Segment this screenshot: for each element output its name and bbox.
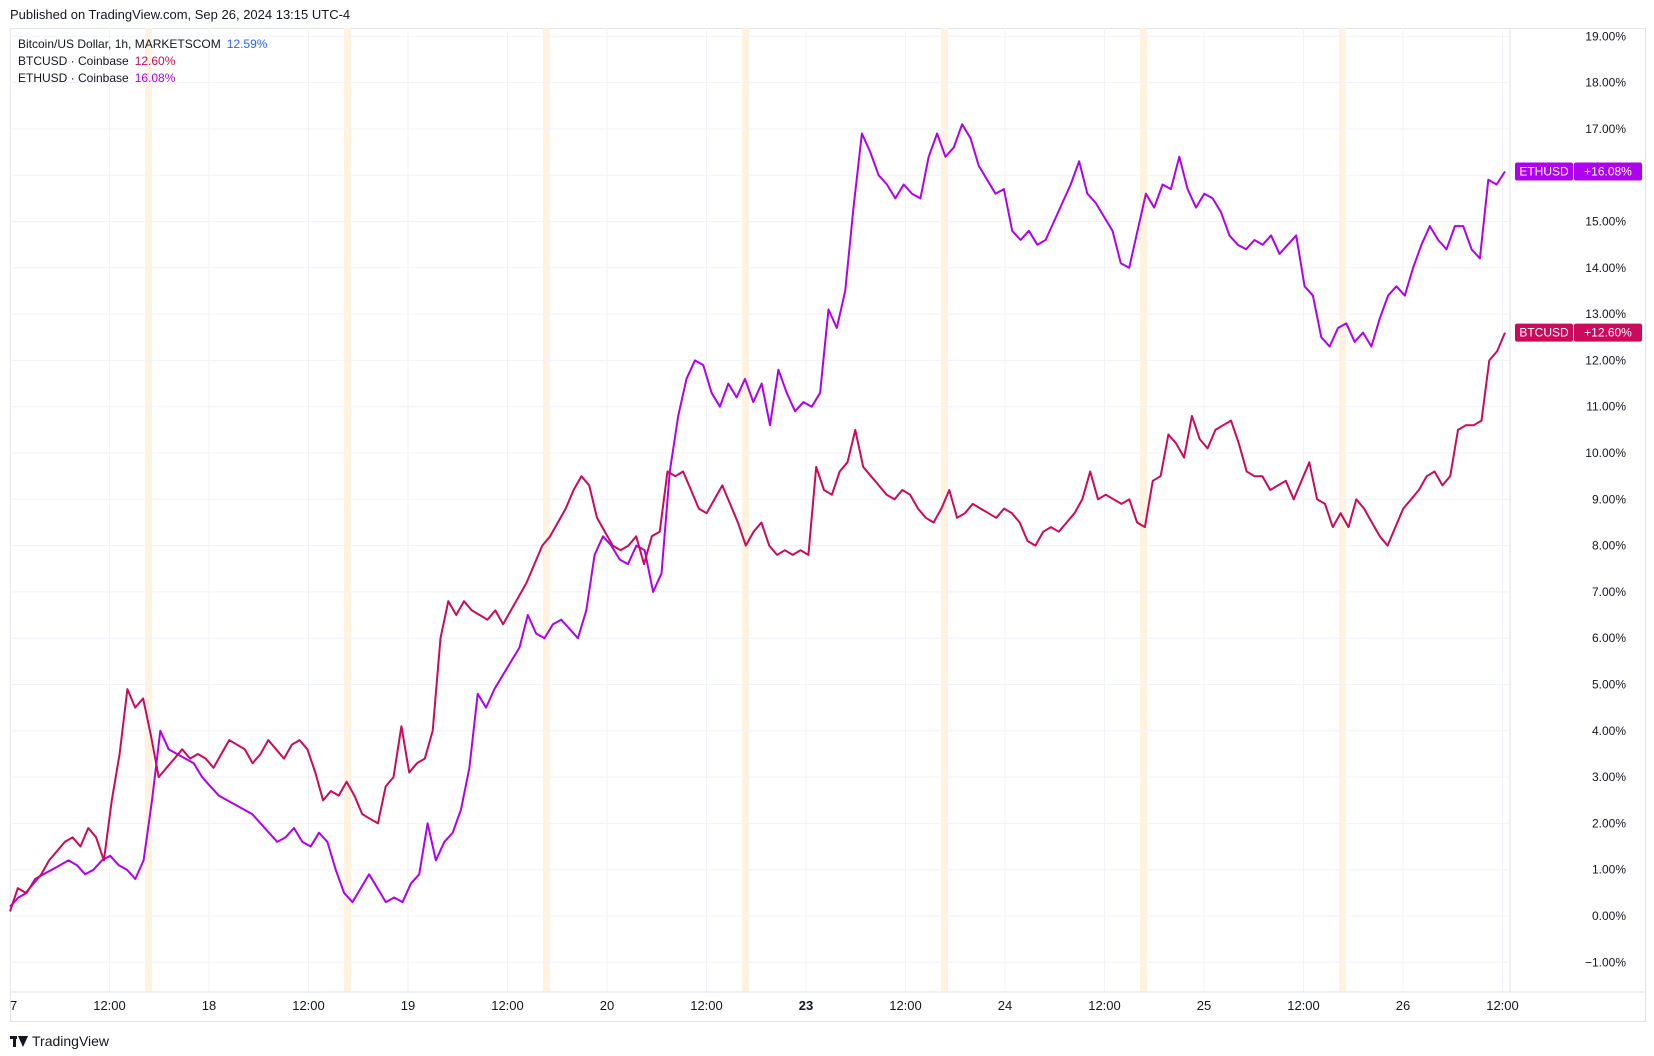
- y-tick-label: 12.00%: [1585, 353, 1626, 367]
- x-axis: 7 12:00 18 12:00 19 12:00 20 12:00 23 12:00 24 12:0…: [10, 991, 1646, 1013]
- y-tick-label: 15.00%: [1585, 215, 1626, 229]
- x-tick-label: 12:00: [889, 998, 922, 1013]
- y-tick-label: 1.00%: [1592, 863, 1626, 877]
- x-tick-label: 12:00: [292, 998, 325, 1013]
- y-tick-label: 7.00%: [1592, 585, 1626, 599]
- x-tick-label: 12:00: [690, 998, 723, 1013]
- y-tick-label: 17.00%: [1585, 122, 1626, 136]
- brand-name: TradingView: [32, 1033, 110, 1049]
- legend-value: 16.08%: [134, 71, 176, 85]
- badge-value-bg: [1574, 323, 1642, 342]
- x-tick-label: 18: [202, 998, 216, 1013]
- y-tick-label: 13.00%: [1585, 307, 1626, 321]
- x-tick-label: 12:00: [1486, 998, 1519, 1013]
- series-line-ethusd: [9, 123, 1506, 908]
- x-tick-label: 12:00: [491, 998, 524, 1013]
- x-tick-label: 24: [998, 998, 1012, 1013]
- legend-value: 12.60%: [134, 54, 176, 68]
- badge-name-bg: [1515, 162, 1573, 181]
- y-tick-label: 19.00%: [1585, 29, 1626, 43]
- x-tick-label: 12:00: [1088, 998, 1121, 1013]
- y-tick-label: 18.00%: [1585, 76, 1626, 90]
- y-tick-label: 8.00%: [1592, 539, 1626, 553]
- legend-name: Bitcoin/US Dollar, 1h, MARKETSCOM: [18, 37, 221, 51]
- series-badge-btcusd: BTCUSD +12.60%: [1515, 323, 1642, 342]
- grid-lines: [9, 28, 1510, 992]
- session-band: [543, 28, 550, 992]
- session-band: [344, 28, 351, 992]
- series-line-btcusd: [9, 332, 1506, 912]
- x-tick-label: 26: [1396, 998, 1410, 1013]
- y-tick-label: 11.00%: [1586, 400, 1626, 414]
- y-tick-label: 5.00%: [1592, 678, 1626, 692]
- session-band: [742, 28, 749, 992]
- legend-name: BTCUSD · Coinbase: [18, 54, 129, 68]
- x-tick-label: 25: [1197, 998, 1211, 1013]
- session-band: [1140, 28, 1147, 992]
- x-tick-label: 12:00: [1287, 998, 1320, 1013]
- session-band: [145, 28, 152, 992]
- series-badge-ethusd: ETHUSD +16.08%: [1515, 162, 1642, 181]
- legend: Bitcoin/US Dollar, 1h, MARKETSCOM 12.59% …: [18, 36, 267, 87]
- published-caption: Published on TradingView.com, Sep 26, 20…: [10, 7, 351, 22]
- badge-value: +12.60%: [1584, 326, 1632, 340]
- session-band: [1339, 28, 1346, 992]
- legend-row-bitcoin[interactable]: Bitcoin/US Dollar, 1h, MARKETSCOM 12.59%: [18, 36, 267, 53]
- session-bands: [145, 28, 1346, 992]
- session-band: [941, 28, 948, 992]
- badge-name: ETHUSD: [1519, 164, 1569, 178]
- legend-row-btcusd[interactable]: BTCUSD · Coinbase 12.60%: [18, 53, 267, 70]
- y-tick-label: 14.00%: [1585, 261, 1626, 275]
- x-tick-label: 20: [600, 998, 614, 1013]
- tradingview-logo-icon: [10, 1035, 28, 1047]
- y-tick-label: 0.00%: [1592, 909, 1626, 923]
- y-tick-label: 10.00%: [1585, 446, 1626, 460]
- legend-value: 12.59%: [226, 37, 268, 51]
- badge-name-bg: [1515, 323, 1573, 342]
- series-lines: [9, 123, 1506, 912]
- y-tick-label: −1.00%: [1585, 955, 1626, 969]
- footer[interactable]: TradingView: [10, 1033, 109, 1049]
- badge-name: BTCUSD: [1519, 326, 1569, 340]
- x-tick-label: 7: [10, 998, 17, 1013]
- badge-value: +16.08%: [1584, 164, 1632, 178]
- x-tick-label: 23: [799, 998, 813, 1013]
- y-tick-label: 4.00%: [1592, 724, 1626, 738]
- legend-row-ethusd[interactable]: ETHUSD · Coinbase 16.08%: [18, 70, 267, 87]
- x-tick-label: 19: [401, 998, 415, 1013]
- badge-value-bg: [1574, 162, 1642, 181]
- y-tick-label: 3.00%: [1592, 770, 1626, 784]
- series-badges: ETHUSD +16.08% BTCUSD +12.60%: [1515, 162, 1642, 342]
- y-tick-label: 9.00%: [1592, 492, 1626, 506]
- legend-name: ETHUSD · Coinbase: [18, 71, 129, 85]
- x-tick-label: 12:00: [93, 998, 126, 1013]
- y-tick-label: 6.00%: [1592, 631, 1626, 645]
- y-tick-label: 2.00%: [1592, 816, 1626, 830]
